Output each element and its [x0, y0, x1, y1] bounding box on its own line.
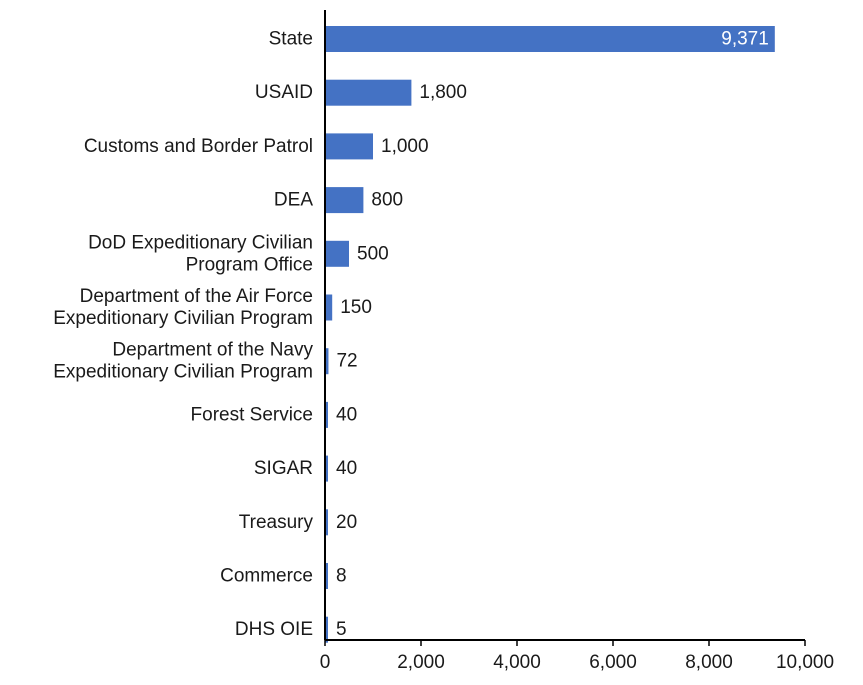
x-axis-ticks-group: 0 2,000 4,000 6,000 8,000 10,000 — [320, 640, 834, 673]
x-tick-label: 2,000 — [397, 652, 445, 673]
category-label: Commerce — [220, 566, 313, 587]
category-label: DHS OIE — [235, 619, 313, 640]
value-label: 9,371 — [721, 29, 769, 50]
bar — [325, 187, 364, 214]
value-label: 40 — [336, 458, 357, 479]
value-label: 1,000 — [381, 136, 429, 157]
x-tick-label: 8,000 — [685, 652, 733, 673]
category-label: Customs and Border Patrol — [84, 136, 313, 157]
category-label: State — [269, 29, 313, 50]
bar — [325, 455, 328, 482]
category-label: Forest Service — [191, 404, 313, 425]
value-label: 8 — [336, 566, 347, 587]
category-label: USAID — [255, 82, 313, 103]
value-label: 40 — [336, 404, 357, 425]
category-labels-group: State USAID Customs and Border Patrol DEA Do… — [53, 29, 313, 641]
bar — [325, 133, 373, 160]
x-tick-label: 4,000 — [493, 652, 541, 673]
category-label: DoD Expeditionary Civilian — [88, 232, 313, 253]
value-label: 1,800 — [419, 82, 467, 103]
category-label: Expeditionary Civilian Program — [53, 362, 313, 383]
value-label: 72 — [336, 351, 357, 372]
value-label: 800 — [371, 190, 403, 211]
bars-group — [325, 26, 775, 643]
bar — [325, 240, 349, 267]
category-label: Department of the Air Force — [80, 286, 313, 307]
category-label: DEA — [274, 190, 313, 211]
value-label: 5 — [336, 619, 347, 640]
bar — [325, 509, 328, 536]
category-label: Department of the Navy — [112, 340, 313, 361]
bar — [325, 294, 333, 321]
value-label: 20 — [336, 512, 357, 533]
bar — [325, 26, 775, 52]
category-label: Expeditionary Civilian Program — [53, 308, 313, 329]
bar — [325, 616, 328, 643]
category-label: Treasury — [239, 512, 314, 533]
bar — [325, 79, 412, 106]
x-tick-label: 10,000 — [776, 652, 834, 673]
value-label: 500 — [357, 243, 389, 264]
value-labels-group: 9,371 1,800 1,000 800 500 150 72 40 40 20 8 5 — [336, 29, 769, 641]
bar — [325, 401, 328, 428]
bar — [325, 563, 328, 589]
category-label: SIGAR — [254, 458, 313, 479]
category-label: Program Office — [186, 254, 313, 275]
x-tick-label: 0 — [320, 652, 331, 673]
bar — [325, 348, 329, 375]
x-tick-label: 6,000 — [589, 652, 637, 673]
value-label: 150 — [340, 297, 372, 318]
